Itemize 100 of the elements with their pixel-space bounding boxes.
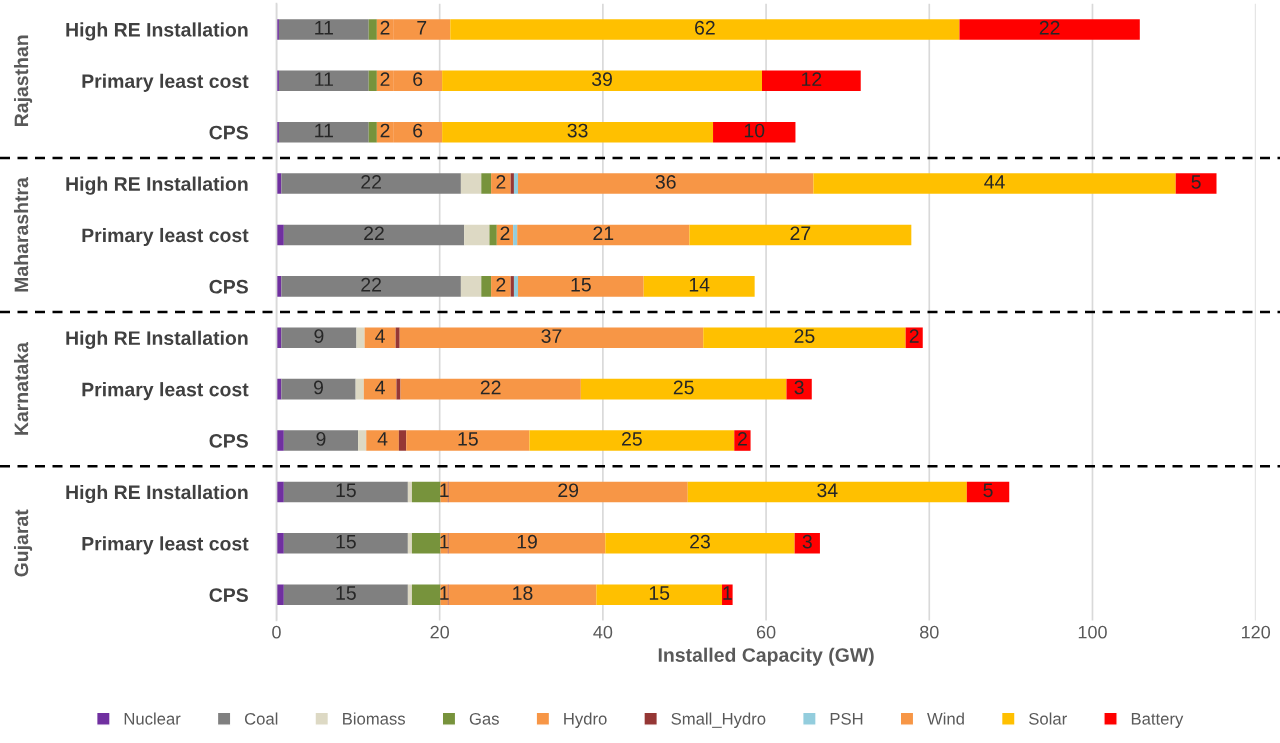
bar	[411, 533, 441, 554]
bar	[283, 430, 359, 451]
y-tick-label: Primary least cost	[82, 73, 249, 92]
bar	[605, 533, 795, 554]
legend-label: Coal	[244, 712, 278, 725]
data-label: 1	[440, 586, 449, 600]
bar	[734, 430, 751, 451]
data-label: 2	[500, 226, 510, 240]
y-tick-label: CPS	[209, 279, 248, 294]
bar	[366, 430, 399, 451]
bar	[395, 327, 400, 349]
bar	[407, 584, 412, 605]
bar	[442, 70, 762, 92]
bar	[794, 533, 820, 554]
data-label: 15	[649, 586, 670, 600]
data-label: 39	[591, 72, 612, 87]
x-tick-label: 100	[1078, 625, 1107, 639]
data-label: 22	[1039, 20, 1060, 35]
y-tick-label: CPS	[209, 588, 248, 602]
bar	[406, 430, 530, 451]
data-label: 9	[314, 380, 323, 395]
bar	[400, 378, 581, 400]
data-label: 4	[375, 380, 385, 395]
data-label: 1	[440, 483, 449, 497]
bar	[442, 121, 714, 143]
data-label: 33	[567, 123, 588, 138]
bar	[278, 70, 369, 92]
y-tick-label: CPS	[209, 434, 248, 448]
y-tick-label: Primary least cost	[82, 227, 249, 247]
data-label: 36	[655, 175, 676, 189]
bar	[396, 378, 401, 400]
legend-label: Small_Hydro	[671, 712, 766, 728]
bar	[687, 481, 967, 503]
legend-label: PSH	[830, 712, 863, 725]
y-tick-label: High RE Installation	[66, 22, 248, 41]
bar	[518, 173, 814, 194]
bar	[513, 173, 519, 194]
data-label: 34	[817, 483, 838, 498]
data-label: 9	[314, 329, 324, 343]
bar	[643, 276, 755, 297]
data-label: 22	[480, 380, 501, 395]
bar	[283, 224, 465, 246]
x-tick-label: 60	[756, 625, 776, 639]
bar	[489, 224, 497, 246]
data-label: 62	[695, 20, 715, 35]
y-tick-label: CPS	[209, 125, 248, 140]
bar	[276, 584, 284, 605]
data-label: 21	[593, 226, 614, 240]
bar	[276, 481, 284, 503]
y-tick-label: High RE Installation	[66, 330, 248, 349]
data-label: 2	[496, 175, 506, 189]
legend-label: Battery	[1131, 713, 1184, 728]
bar	[407, 533, 412, 554]
data-label: 2	[496, 277, 506, 292]
bar	[481, 276, 492, 297]
data-label: 44	[984, 175, 1005, 189]
bar	[368, 121, 377, 143]
bar	[450, 19, 960, 40]
bar	[281, 276, 461, 297]
data-label: 4	[377, 432, 388, 446]
x-tick-label: 120	[1242, 625, 1271, 639]
data-label: 3	[794, 380, 804, 395]
text: Maharashtra	[13, 177, 29, 292]
bar	[596, 584, 723, 605]
x-tick-label: 40	[593, 625, 613, 639]
data-label: 2	[380, 123, 390, 138]
bar	[283, 584, 408, 605]
text: Karnataka	[13, 342, 29, 435]
bar	[281, 173, 461, 194]
data-label: 9	[316, 431, 326, 446]
legend-label: Wind	[927, 712, 964, 725]
bar	[283, 481, 408, 503]
bar	[276, 224, 284, 246]
y-tick-label: High RE Installation	[66, 484, 248, 504]
bar	[356, 327, 365, 349]
data-label: 11	[315, 21, 333, 35]
data-label: 10	[744, 123, 765, 138]
data-label: 22	[361, 277, 381, 292]
legend-label: Gas	[469, 712, 499, 725]
bar	[481, 173, 492, 194]
bar	[358, 430, 367, 451]
bar	[510, 173, 514, 194]
bar	[460, 276, 482, 297]
x-tick-label: 0	[272, 625, 281, 639]
legend-label: Biomass	[343, 712, 406, 725]
data-label: 5	[1191, 175, 1201, 189]
bar	[762, 70, 861, 92]
data-label: 5	[983, 483, 993, 498]
data-label: 23	[690, 534, 710, 549]
bar	[368, 19, 377, 40]
data-label: 14	[689, 278, 710, 292]
bar	[529, 430, 735, 451]
bar	[713, 121, 796, 143]
bar	[355, 378, 364, 400]
data-label: 15	[336, 586, 356, 600]
legend-label: Nuclear	[124, 712, 181, 725]
bar	[813, 173, 1176, 194]
data-label: 29	[558, 483, 579, 498]
bar	[580, 378, 787, 400]
bar	[281, 327, 357, 349]
